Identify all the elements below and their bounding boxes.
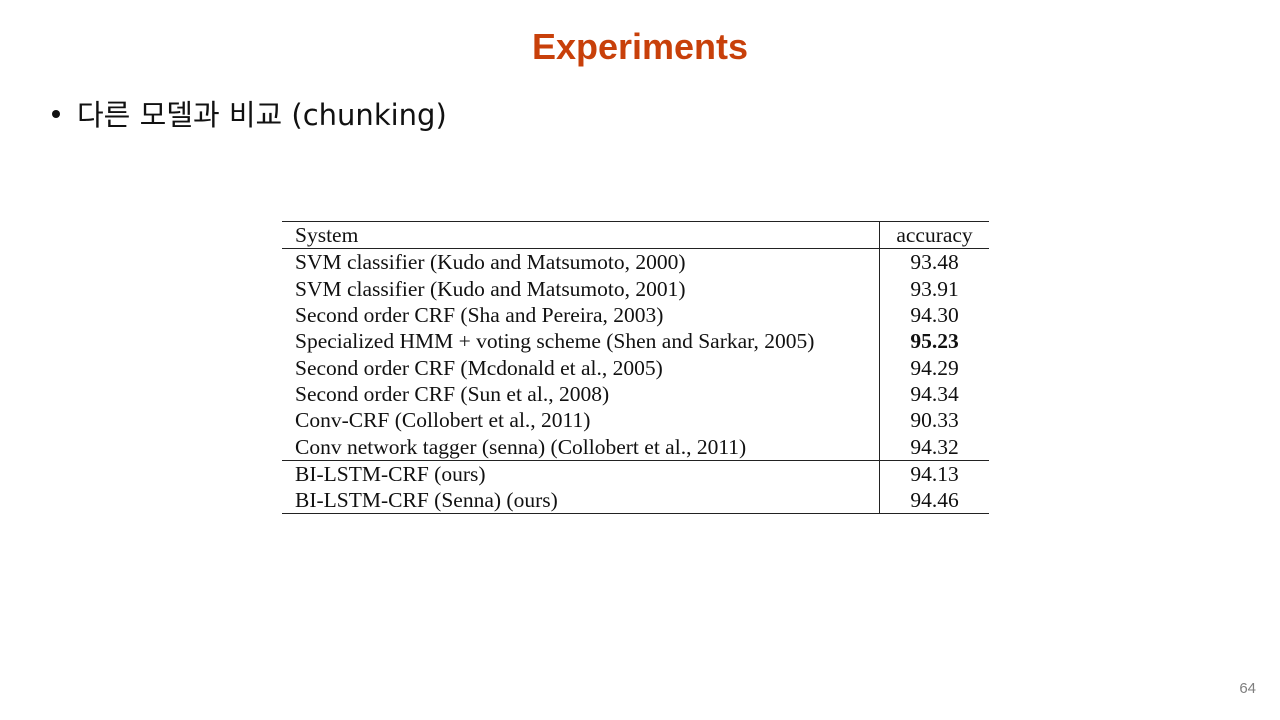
header-accuracy: accuracy <box>896 223 973 248</box>
table-row: Specialized HMM + voting scheme (Shen an… <box>282 328 989 355</box>
cell-accuracy: 93.48 <box>910 250 959 275</box>
bullet-text: 다른 모델과 비교 (chunking) <box>77 98 447 132</box>
table-row: SVM classifier (Kudo and Matsumoto, 2001… <box>282 275 989 302</box>
cell-system: Second order CRF (Mcdonald et al., 2005) <box>282 354 880 381</box>
header-system: System <box>282 221 880 249</box>
cell-system: Conv-CRF (Collobert et al., 2011) <box>282 407 880 434</box>
table-header-row: System accuracy <box>282 221 989 249</box>
cell-system: Conv network tagger (senna) (Collobert e… <box>282 433 880 461</box>
table-row: Conv network tagger (senna) (Collobert e… <box>282 433 989 461</box>
cell-accuracy: 94.34 <box>910 381 959 406</box>
cell-system: Second order CRF (Sha and Pereira, 2003) <box>282 301 880 329</box>
table-row: SVM classifier (Kudo and Matsumoto, 2000… <box>282 248 989 276</box>
cell-accuracy: 94.32 <box>910 434 959 459</box>
cell-accuracy: 94.46 <box>910 488 959 513</box>
table-row: BI-LSTM-CRF (Senna) (ours) 94.46 <box>282 486 989 514</box>
cell-system: BI-LSTM-CRF (ours) <box>282 460 880 487</box>
cell-system: Specialized HMM + voting scheme (Shen an… <box>282 328 880 355</box>
cell-accuracy: 94.13 <box>910 461 959 486</box>
cell-accuracy: 90.33 <box>910 408 959 433</box>
table-row: BI-LSTM-CRF (ours) 94.13 <box>282 460 989 487</box>
table-row: Second order CRF (Sha and Pereira, 2003)… <box>282 301 989 329</box>
cell-system: SVM classifier (Kudo and Matsumoto, 2000… <box>282 248 880 276</box>
table-row: Second order CRF (Sun et al., 2008) 94.3… <box>282 380 989 408</box>
bullet-item: 다른 모델과 비교 (chunking) <box>52 92 447 134</box>
page-number: 64 <box>1239 680 1256 697</box>
cell-accuracy-best: 95.23 <box>910 329 959 354</box>
cell-accuracy: 94.29 <box>910 355 959 380</box>
table-row: Conv-CRF (Collobert et al., 2011) 90.33 <box>282 407 989 434</box>
results-table: System accuracy SVM classifier (Kudo and… <box>282 221 989 515</box>
table-row: Second order CRF (Mcdonald et al., 2005)… <box>282 354 989 381</box>
cell-system: Second order CRF (Sun et al., 2008) <box>282 380 880 408</box>
slide-title: Experiments <box>531 26 749 67</box>
cell-system: SVM classifier (Kudo and Matsumoto, 2001… <box>282 275 880 302</box>
cell-system: BI-LSTM-CRF (Senna) (ours) <box>282 486 880 514</box>
cell-accuracy: 93.91 <box>910 276 959 301</box>
cell-accuracy: 94.30 <box>910 303 959 328</box>
bullet-dot-icon <box>52 110 60 118</box>
